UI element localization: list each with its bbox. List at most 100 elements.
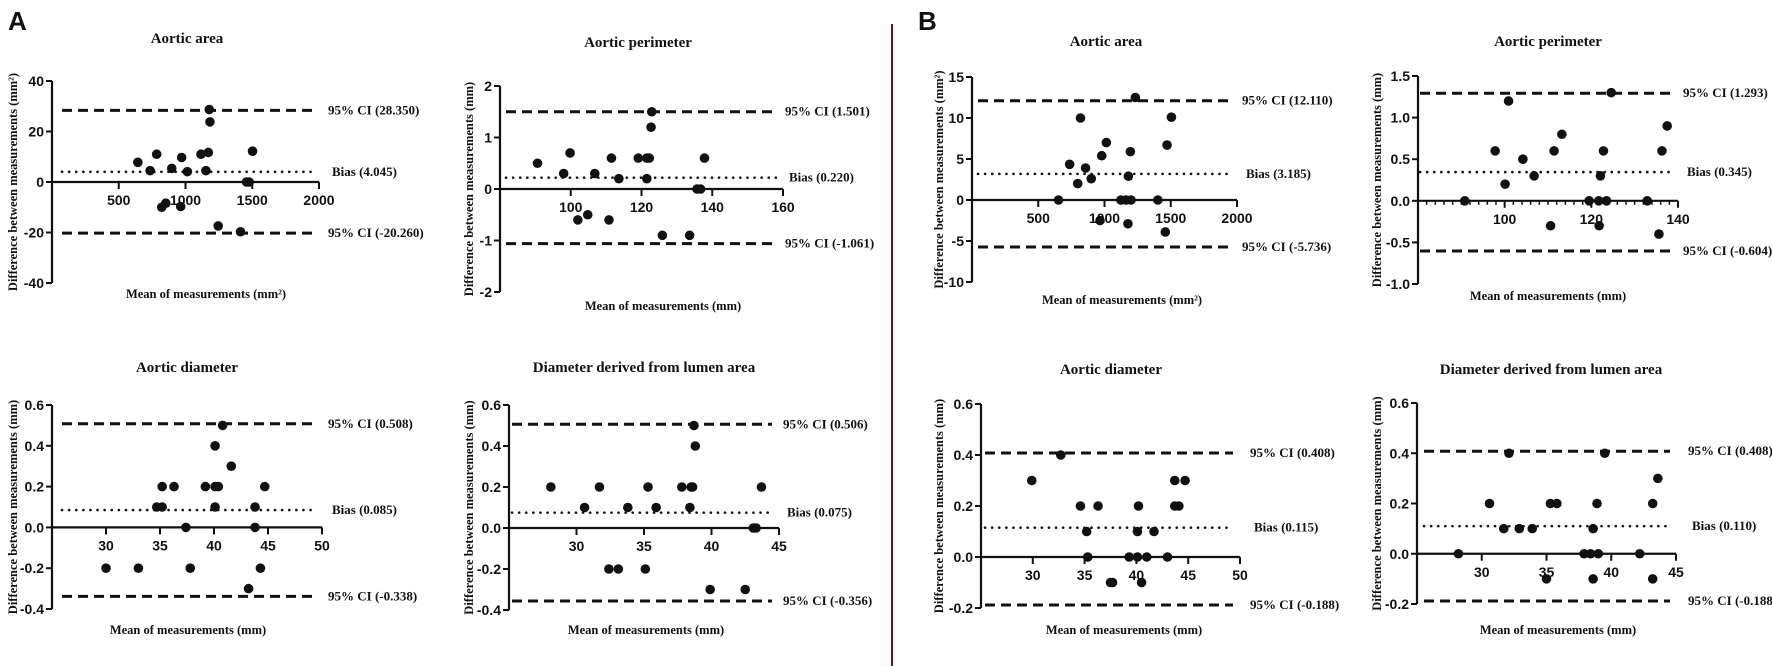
y-tick-label: 2	[484, 78, 492, 94]
data-point	[196, 149, 206, 160]
y-tick-label: 0.5	[1391, 151, 1411, 167]
data-point	[1124, 552, 1134, 562]
y-tick-label: 0.0	[482, 520, 502, 536]
x-tick-label: 30	[98, 537, 114, 553]
y-axis-label: Difference between measurements (mm)	[1370, 73, 1384, 287]
data-point	[1072, 178, 1083, 189]
y-axis-label: Difference between measurements (mm²)	[932, 70, 946, 288]
y-axis-label: Difference between measurements (mm)	[462, 400, 476, 614]
x-tick-label: 160	[771, 199, 795, 215]
data-point	[573, 215, 583, 225]
data-point	[1541, 574, 1552, 584]
x-tick-label: 1000	[170, 192, 201, 208]
data-point	[1598, 146, 1609, 156]
data-point	[1588, 523, 1598, 534]
data-point	[1026, 475, 1037, 486]
data-point	[1647, 574, 1658, 584]
data-point	[213, 221, 224, 231]
data-point	[685, 502, 695, 513]
x-tick-label: 140	[1666, 211, 1690, 227]
chart-title: Diameter derived from lumen area	[533, 360, 756, 376]
data-point	[643, 482, 653, 492]
data-point	[250, 522, 260, 533]
lower-limit-label: 95% CI (-20.260)	[328, 225, 424, 240]
data-point	[226, 461, 237, 472]
chart-title: Aortic area	[151, 31, 224, 47]
data-point	[1634, 548, 1645, 559]
y-tick-label: 0.4	[1390, 445, 1410, 461]
data-point	[646, 122, 656, 132]
y-tick-label: 0	[484, 181, 492, 197]
data-point	[181, 522, 191, 533]
upper-limit-label: 95% CI (0.408)	[1688, 443, 1772, 458]
data-point	[1101, 137, 1112, 148]
data-point	[176, 152, 187, 163]
lower-limit-label: 95% CI (-0.356)	[783, 593, 872, 608]
x-tick-label: 500	[1027, 210, 1051, 226]
data-point	[1545, 220, 1556, 231]
x-tick-label: 45	[260, 537, 276, 553]
x-axis-label: Mean of measurements (mm)	[568, 623, 724, 637]
panel-label-a: A	[8, 6, 27, 36]
data-point	[1174, 501, 1184, 511]
data-point	[243, 583, 254, 594]
data-point	[642, 173, 652, 184]
x-tick-label: 30	[1025, 567, 1041, 583]
data-point	[1647, 498, 1658, 509]
data-point	[687, 482, 698, 492]
data-point	[1055, 450, 1066, 460]
upper-limit-label: 95% CI (12.110)	[1242, 93, 1333, 108]
data-point	[247, 146, 258, 156]
x-tick-label: 35	[636, 538, 652, 554]
y-axis-label: Difference between measurements (mm)	[6, 400, 20, 614]
y-tick-label: 0.4	[954, 447, 974, 463]
y-tick-label: -0.2	[20, 560, 44, 576]
chart-title: Aortic perimeter	[584, 35, 692, 51]
data-point	[1153, 195, 1163, 205]
data-point	[1082, 552, 1093, 562]
data-point	[1130, 92, 1141, 103]
y-tick-label: 1.0	[1391, 110, 1411, 126]
data-point	[200, 481, 211, 492]
data-point	[205, 117, 215, 127]
data-point	[185, 563, 196, 573]
data-point	[1126, 195, 1136, 205]
lower-limit-label: 95% CI (-1.061)	[785, 236, 874, 251]
data-point	[640, 564, 651, 574]
x-axis-label: Mean of measurements (mm)	[1470, 289, 1626, 303]
x-tick-label: 45	[1180, 567, 1196, 583]
data-point	[590, 168, 600, 179]
data-point	[1500, 179, 1510, 189]
x-tick-label: 120	[630, 199, 654, 215]
y-tick-label: -0.4	[477, 602, 501, 618]
y-tick-label: 0.4	[25, 438, 45, 454]
data-point	[1588, 574, 1598, 584]
data-point	[1125, 146, 1136, 157]
data-point	[1096, 150, 1107, 161]
bias-label: Bias (0.085)	[332, 502, 397, 517]
data-point	[1518, 154, 1528, 164]
x-tick-label: 45	[1668, 564, 1684, 580]
data-point	[684, 230, 695, 241]
data-point	[1136, 577, 1147, 588]
x-tick-label: 40	[206, 537, 222, 553]
data-point	[1180, 475, 1190, 486]
y-tick-label: 0.0	[1390, 546, 1410, 562]
data-point	[1504, 448, 1514, 459]
chart-panel-b-4: Diameter derived from lumen area 0.6 0.4 0.…	[1370, 362, 1772, 637]
y-tick-label: 0.2	[1390, 496, 1410, 512]
x-tick-label: 1500	[1155, 210, 1186, 226]
x-tick-label: 40	[1603, 564, 1619, 580]
data-point	[1557, 129, 1567, 140]
data-point	[160, 198, 171, 209]
data-point	[1514, 523, 1525, 534]
data-point	[133, 157, 143, 168]
data-point	[751, 523, 761, 533]
chart-title: Aortic diameter	[1060, 362, 1162, 378]
data-point	[213, 481, 224, 492]
data-point	[690, 441, 701, 451]
data-point	[182, 166, 193, 177]
y-axis-label: Difference between measurements (mm²)	[6, 73, 20, 291]
data-point	[217, 420, 228, 431]
chart-panel-b-2: Aortic perimeter 1.5 1.0 0.5 0.0 -0.5 -1.0 100 1…	[1370, 34, 1772, 303]
